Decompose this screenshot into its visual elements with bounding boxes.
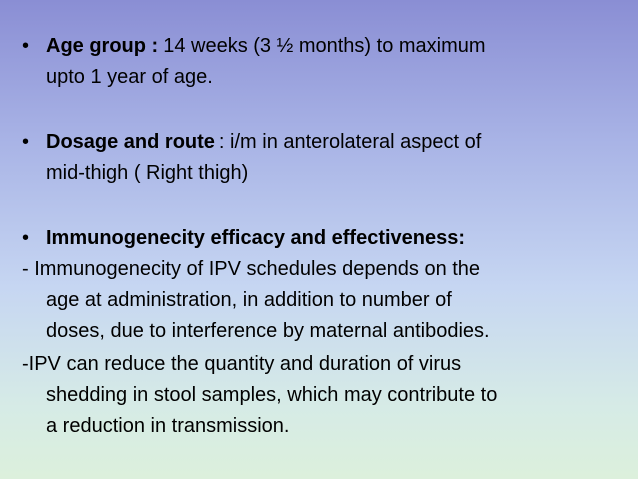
bullet-text: upto 1 year of age. [46,66,213,88]
paragraph-line: a reduction in transmission. [46,415,290,437]
bullet-text: : i/m in anterolateral aspect of [218,131,482,153]
bullet-marker: • [22,131,30,153]
bullet-line: Dosage and route: i/m in anterolateral a… [46,130,481,154]
bullet-marker: • [22,227,30,249]
bullet-text: 14 weeks (3 ½ months) to maximum [163,35,486,57]
bullet-marker: • [22,35,30,57]
paragraph-line: doses, due to interference by maternal a… [46,320,490,342]
bullet-line: Age group :14 weeks (3 ½ months) to maxi… [46,34,486,58]
bullet-label: Dosage and route [46,131,215,153]
bullet-text: mid-thigh ( Right thigh) [46,162,249,184]
bullet-label: Immunogenecity efficacy and effectivenes… [46,227,466,249]
bullet-label: Age group : [46,35,159,57]
paragraph-line: -IPV can reduce the quantity and duratio… [22,353,462,375]
bullet-line: Immunogenecity efficacy and effectivenes… [46,226,465,250]
paragraph-line: shedding in stool samples, which may con… [46,384,498,406]
paragraph-line: - Immunogenecity of IPV schedules depend… [22,258,481,280]
paragraph-line: age at administration, in addition to nu… [46,289,452,311]
